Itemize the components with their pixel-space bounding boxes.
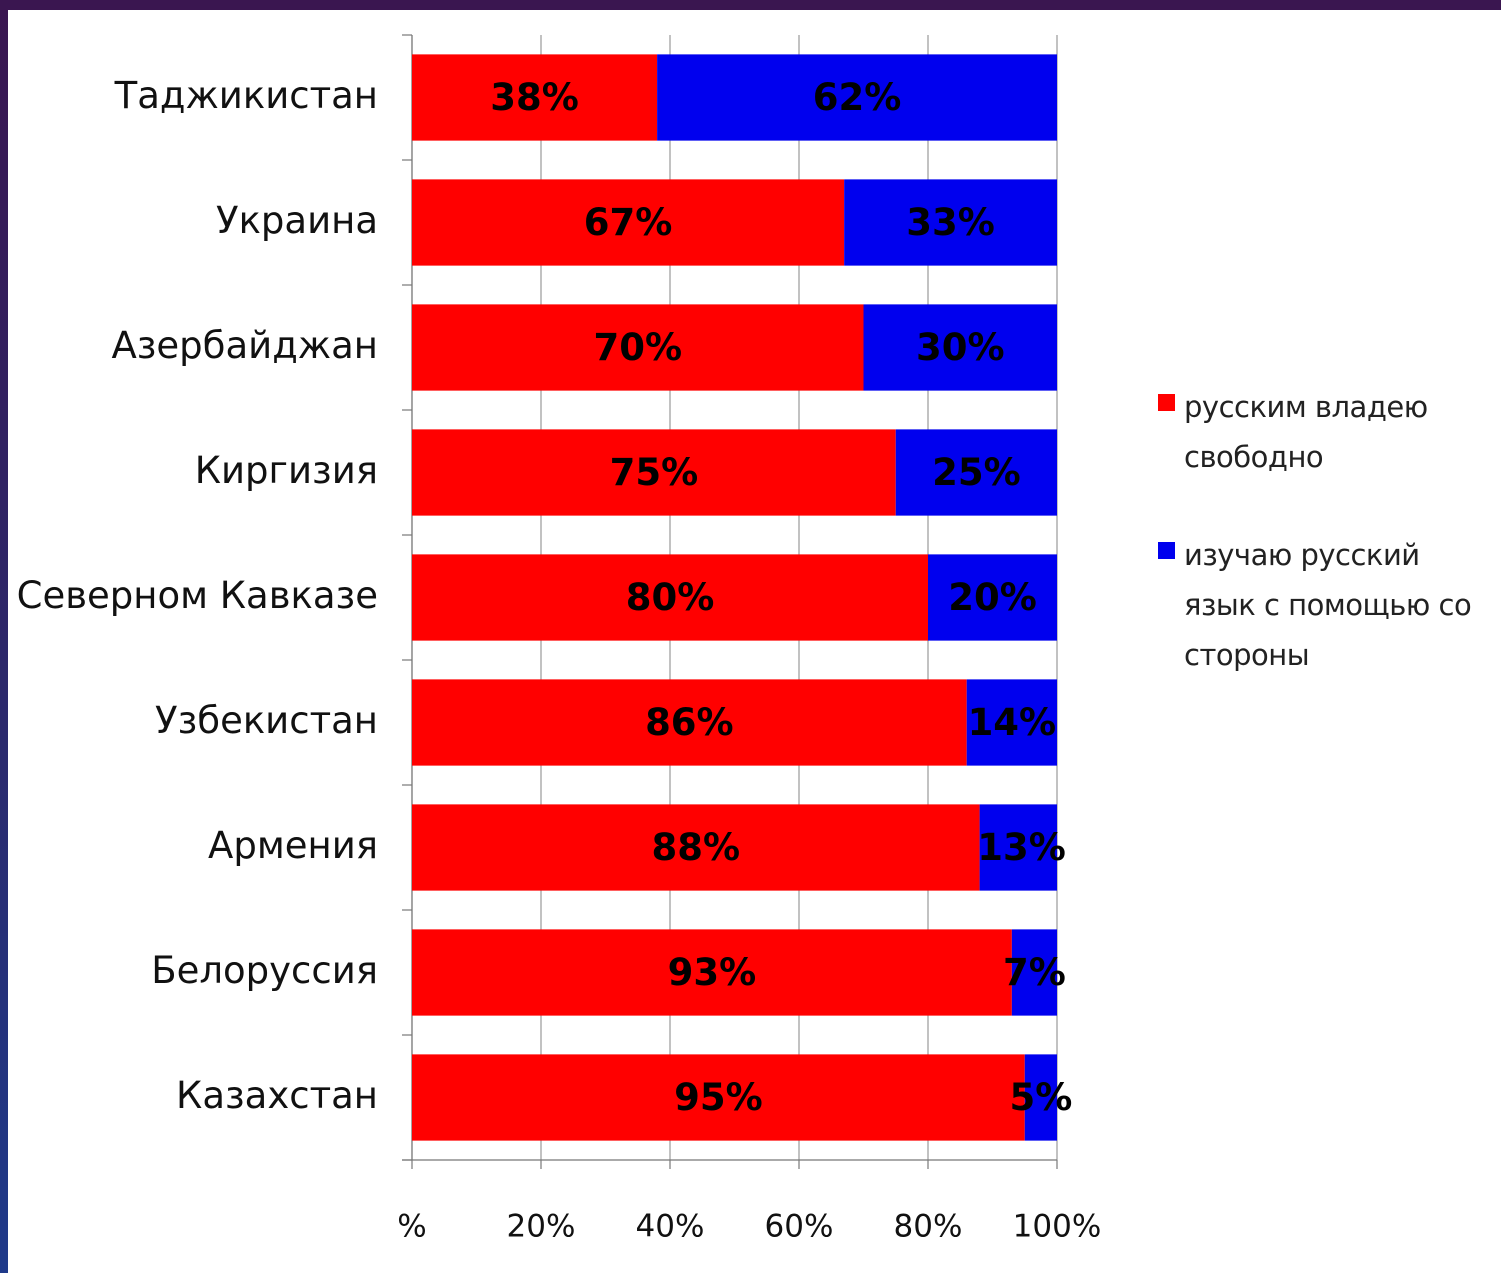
- bar-segment-learning: [657, 54, 1057, 141]
- category-label: Азербайджан: [111, 324, 378, 367]
- legend: русским владею свободно изучаю русский я…: [1158, 382, 1498, 728]
- bar-segment-fluent: [412, 1054, 1025, 1141]
- bar-segment-fluent: [412, 179, 845, 266]
- category-label: Армения: [208, 824, 378, 867]
- data-label: 86%: [645, 701, 734, 744]
- stacked-bar-chart: % 20% 40% 60% 80% 100% Таджикистан 38% 62% Украин…: [8, 34, 1102, 1245]
- bar-segment-fluent: [412, 804, 980, 891]
- bar-segment-fluent: [412, 304, 864, 391]
- data-label: 38%: [490, 76, 579, 119]
- data-label: 14%: [968, 701, 1057, 744]
- x-tick-label: %: [397, 1209, 426, 1245]
- bar-segment-learning: [966, 679, 1057, 766]
- category-label: Украина: [216, 199, 378, 242]
- data-label: 25%: [932, 451, 1021, 494]
- legend-item-fluent: русским владею свободно: [1158, 382, 1498, 482]
- bar-segment-learning: [863, 304, 1057, 391]
- data-label: 80%: [626, 576, 715, 619]
- bar-segment-learning: [895, 429, 1057, 516]
- category-label: Белоруссия: [151, 949, 378, 992]
- data-label: 75%: [610, 451, 699, 494]
- x-tick-label: 80%: [894, 1209, 963, 1245]
- category-label: Казахстан: [176, 1074, 378, 1117]
- bar-segment-fluent: [412, 429, 896, 516]
- category-label: Узбекистан: [155, 699, 378, 742]
- bar-segment-learning: [844, 179, 1057, 266]
- category-label: Таджикистан: [114, 74, 378, 117]
- data-label: 33%: [906, 201, 995, 244]
- chart-panel: % 20% 40% 60% 80% 100% Таджикистан 38% 62% Украин…: [8, 10, 1501, 1273]
- data-label: 20%: [948, 576, 1037, 619]
- bar-segment-fluent: [412, 554, 928, 641]
- x-tick-label: 20%: [507, 1209, 576, 1245]
- category-label: На Северном Кавказе: [8, 574, 378, 617]
- data-label: 7%: [1003, 951, 1066, 994]
- legend-label-fluent: русским владею свободно: [1184, 390, 1428, 474]
- data-label: 70%: [593, 326, 682, 369]
- data-label: 93%: [668, 951, 757, 994]
- x-tick-label: 60%: [765, 1209, 834, 1245]
- bar-segment-learning: [1011, 929, 1057, 1016]
- bar-segment-fluent: [412, 679, 967, 766]
- legend-swatch-red: [1158, 394, 1175, 411]
- data-label: 67%: [584, 201, 673, 244]
- data-label: 88%: [652, 826, 741, 869]
- x-tick-label: 100%: [1013, 1209, 1102, 1245]
- data-label: 95%: [674, 1076, 763, 1119]
- legend-swatch-blue: [1158, 542, 1175, 559]
- data-label: 13%: [977, 826, 1066, 869]
- data-label: 62%: [813, 76, 902, 119]
- data-label: 30%: [916, 326, 1005, 369]
- x-tick-label: 40%: [636, 1209, 705, 1245]
- data-label: 5%: [1009, 1076, 1072, 1119]
- legend-item-learning: изучаю русский язык с помощью со стороны: [1158, 530, 1498, 680]
- bar-segment-learning: [979, 804, 1057, 891]
- bar-segment-learning: [1024, 1054, 1057, 1141]
- bar-segment-fluent: [412, 54, 658, 141]
- legend-label-learning: изучаю русский язык с помощью со стороны: [1184, 538, 1472, 672]
- category-label: Киргизия: [195, 449, 378, 492]
- bar-segment-learning: [928, 554, 1057, 641]
- bar-segment-fluent: [412, 929, 1012, 1016]
